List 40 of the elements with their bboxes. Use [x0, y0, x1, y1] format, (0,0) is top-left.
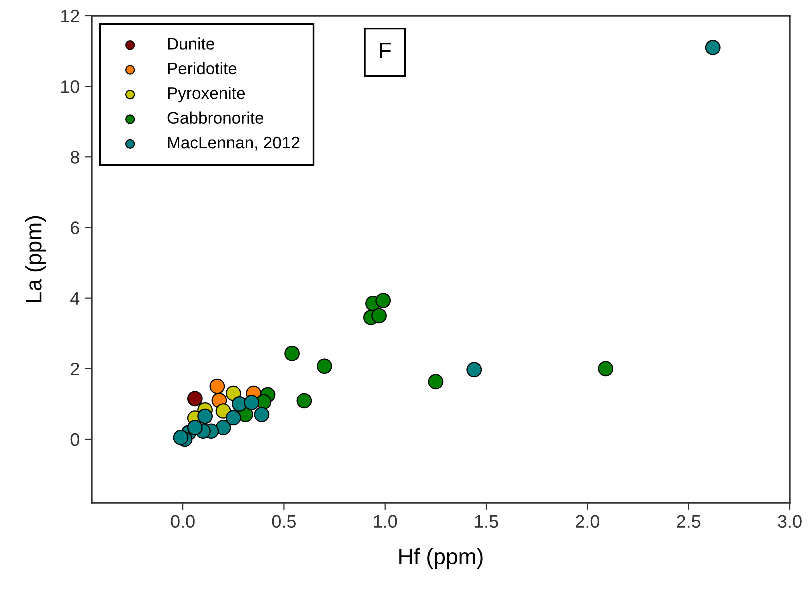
x-tick-label: 0.0 [171, 515, 195, 528]
point [254, 407, 270, 422]
y-axis-title: La (ppm) [26, 216, 46, 302]
legend-label: Pyroxenite [168, 87, 246, 103]
legend-label: Dunite [168, 38, 214, 50]
y-tick-label: 4 [70, 292, 80, 305]
y-tick-label: 12 [61, 10, 80, 23]
point [244, 395, 260, 410]
point [210, 378, 226, 394]
point [372, 308, 387, 324]
point [466, 362, 482, 378]
y-tick-label: 10 [61, 80, 80, 94]
legend-label: MacLennan, 2012 [168, 136, 300, 151]
point [284, 346, 300, 362]
x-tick-label: 0.5 [272, 515, 296, 528]
point [376, 293, 392, 308]
point [428, 374, 444, 390]
y-tick-label: 6 [71, 222, 80, 234]
legend-label: Peridotite [168, 62, 237, 75]
point [296, 393, 312, 409]
x-tick-label: 2.0 [576, 515, 600, 528]
point [198, 408, 213, 424]
x-axis-title: Hf (ppm) [400, 548, 483, 570]
point [705, 40, 721, 56]
y-tick-label: 0 [70, 433, 80, 446]
annotation: F [380, 42, 392, 58]
y-tick-label: 8 [70, 151, 80, 164]
point [188, 391, 203, 407]
legend-label: Gabbronorite [168, 112, 264, 124]
point [226, 410, 242, 426]
y-tick-label: 2 [71, 362, 80, 376]
x-tick-label: 3.0 [778, 515, 802, 528]
point [188, 420, 203, 436]
point [173, 430, 189, 446]
x-tick-label: 1.5 [475, 515, 498, 528]
point [216, 420, 232, 436]
point [598, 361, 614, 377]
x-tick-label: 2.5 [677, 515, 701, 528]
point [316, 358, 332, 374]
x-tick-label: 1.0 [374, 515, 398, 528]
